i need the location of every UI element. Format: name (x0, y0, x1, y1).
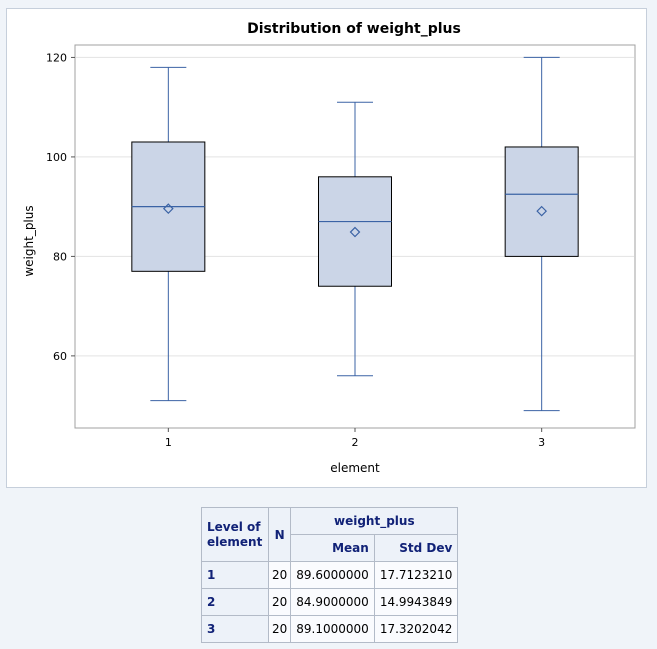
mean-marker (349, 226, 361, 238)
mean-cell: 89.6000000 (290, 561, 375, 589)
mean-cell: 89.1000000 (290, 615, 375, 643)
y-tick-label: 120 (46, 51, 67, 64)
boxes-layer (131, 56, 579, 412)
summary-statistics-table: Level of element N weight_plus Mean Std … (201, 507, 459, 643)
y-tick-label: 100 (46, 151, 67, 164)
mean-marker (162, 203, 174, 214)
x-tick-label: 2 (352, 436, 359, 449)
x-tick-label: 3 (538, 436, 545, 449)
table-row: 1 20 89.6000000 17.7123210 (201, 561, 459, 589)
std-cell: 17.7123210 (373, 561, 459, 589)
box-group-1 (131, 66, 206, 402)
level-of-element-header: Level of element (201, 507, 269, 562)
x-axis-label: element (330, 461, 380, 475)
chart-frame: Distribution of weight_plus 60 80 100 120 1 2… (6, 8, 647, 488)
mean-header: Mean (290, 534, 375, 562)
level-cell: 1 (201, 561, 269, 589)
y-tick-label: 60 (53, 350, 67, 363)
mean-cell: 84.9000000 (290, 588, 375, 616)
std-dev-header: Std Dev (373, 534, 459, 562)
y-axis-label: weight_plus (22, 205, 36, 276)
x-tick-label: 1 (165, 436, 172, 449)
std-cell: 17.3202042 (373, 615, 459, 643)
box-group-2 (318, 101, 392, 377)
n-header: N (267, 507, 292, 562)
table-row: 3 20 89.1000000 17.3202042 (201, 615, 459, 643)
iqr-box (504, 146, 579, 257)
mean-marker (536, 205, 548, 217)
axes-layer: 60 80 100 120 1 2 3 (46, 51, 545, 449)
level-cell: 2 (201, 588, 269, 616)
n-cell: 20 (267, 615, 292, 643)
y-tick-label: 80 (53, 250, 67, 263)
box-plot-chart: Distribution of weight_plus 60 80 100 120 1 2… (22, 21, 636, 475)
iqr-box (318, 176, 392, 287)
weight-plus-group-header: weight_plus (290, 507, 459, 535)
n-cell: 20 (267, 588, 292, 616)
box-group-3 (504, 56, 579, 412)
chart-title: Distribution of weight_plus (247, 21, 461, 37)
n-cell: 20 (267, 561, 292, 589)
std-cell: 14.9943849 (373, 588, 459, 616)
table-row: 2 20 84.9000000 14.9943849 (201, 588, 459, 616)
level-cell: 3 (201, 615, 269, 643)
